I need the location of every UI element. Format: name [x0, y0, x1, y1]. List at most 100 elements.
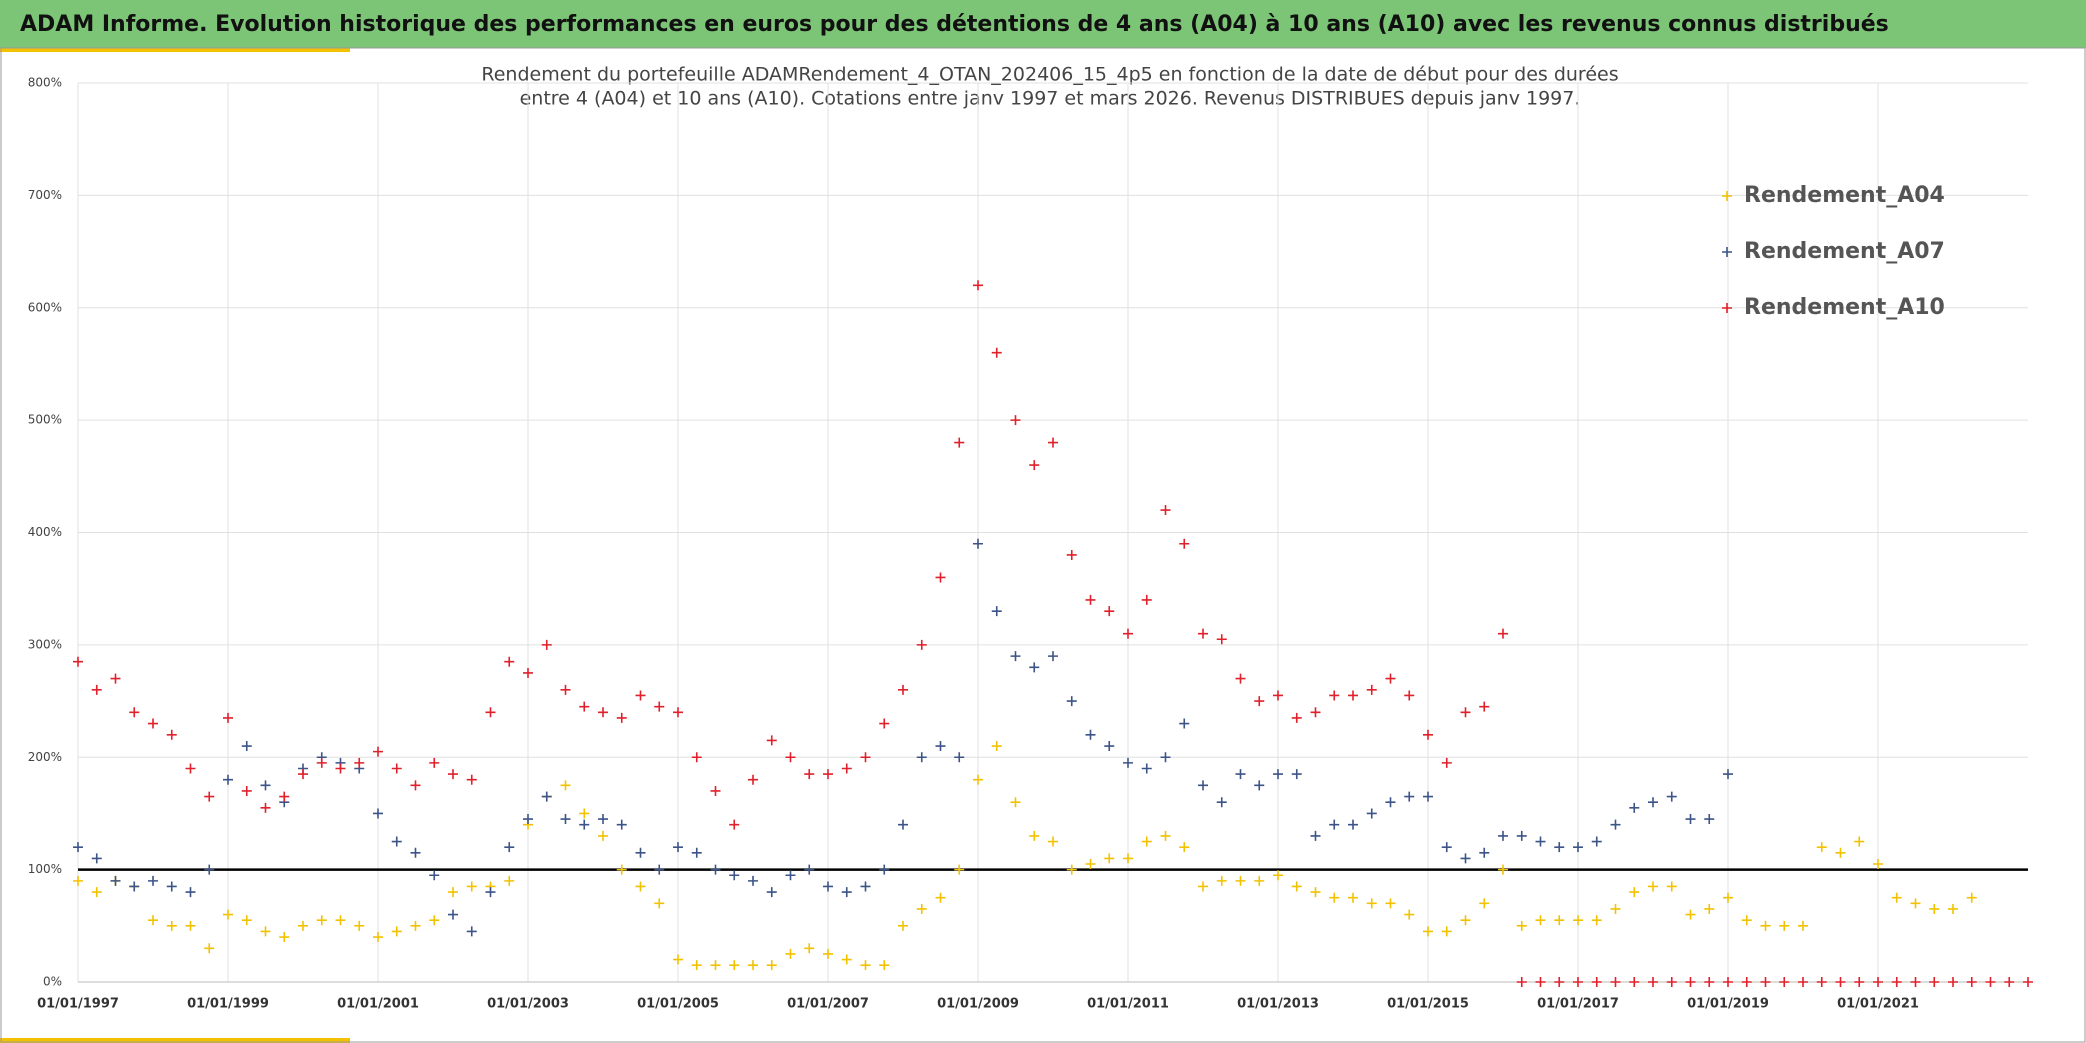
marker: [1198, 780, 1208, 791]
x-tick-label: 01/01/2013: [1237, 997, 1319, 1012]
marker: [729, 960, 740, 971]
marker: [860, 881, 871, 892]
marker: [373, 932, 383, 943]
marker: [673, 842, 683, 853]
marker: [1685, 814, 1696, 825]
marker: [898, 684, 908, 695]
x-tick-label: 01/01/2001: [337, 997, 419, 1012]
marker: [1835, 977, 1846, 987]
marker: [991, 606, 1002, 617]
y-tick-label: 800%: [28, 76, 62, 90]
marker: [391, 763, 402, 774]
marker: [635, 847, 646, 858]
marker: [729, 819, 740, 830]
marker: [1423, 791, 1433, 802]
marker: [1029, 460, 1040, 471]
marker: [1741, 915, 1752, 926]
marker: [504, 842, 515, 853]
marker: [298, 769, 308, 780]
y-tick-label: 700%: [28, 188, 62, 202]
marker: [1273, 769, 1283, 780]
marker: [898, 819, 908, 830]
marker: [1516, 977, 1527, 987]
marker: [1591, 915, 1602, 926]
marker: [2004, 977, 2015, 987]
marker: [1573, 842, 1583, 853]
marker: [410, 780, 421, 791]
marker: [185, 763, 196, 774]
marker: [1948, 977, 1958, 987]
marker: [1366, 898, 1377, 909]
marker: [673, 954, 683, 965]
marker: [1648, 977, 1658, 987]
marker: [916, 903, 927, 914]
marker: [373, 746, 383, 757]
marker: [354, 757, 365, 768]
marker: [1329, 690, 1340, 701]
marker: [1479, 898, 1490, 909]
marker: [785, 752, 796, 763]
marker: [1160, 752, 1171, 763]
marker: [1273, 870, 1283, 881]
y-tick-label: 300%: [28, 637, 62, 651]
marker: [823, 769, 833, 780]
marker: [1535, 977, 1546, 987]
marker: [241, 915, 252, 926]
marker: [466, 774, 477, 785]
x-tick-label: 01/01/1999: [187, 997, 269, 1012]
marker: [260, 780, 271, 791]
marker: [1329, 819, 1340, 830]
marker: [841, 887, 852, 898]
marker: [1966, 892, 1977, 903]
marker: [1291, 769, 1302, 780]
marker: [1573, 915, 1583, 926]
marker: [1235, 673, 1246, 684]
marker: [1854, 836, 1865, 847]
marker: [148, 915, 158, 926]
marker: [1723, 977, 1733, 987]
marker: [860, 752, 871, 763]
marker: [391, 926, 402, 937]
marker: [485, 887, 496, 898]
y-tick-label: 100%: [28, 862, 62, 876]
marker: [260, 802, 271, 813]
marker: [1723, 892, 1733, 903]
marker: [935, 741, 946, 752]
marker: [616, 712, 627, 723]
marker: [1310, 887, 1321, 898]
marker: [1798, 977, 1808, 987]
marker: [673, 707, 683, 718]
marker: [1479, 701, 1490, 712]
marker: [1441, 926, 1452, 937]
marker: [185, 920, 196, 931]
marker: [1010, 651, 1021, 662]
marker: [1235, 875, 1246, 886]
marker: [316, 915, 327, 926]
x-tick-label: 01/01/2009: [937, 997, 1019, 1012]
marker: [429, 757, 440, 768]
marker: [1891, 892, 1902, 903]
marker: [1816, 842, 1827, 853]
accent-bar: [0, 48, 350, 52]
marker: [1085, 729, 1096, 740]
header-bar: [0, 0, 2086, 48]
marker: [1048, 651, 1058, 662]
marker: [110, 875, 121, 886]
marker: [1479, 847, 1490, 858]
marker: [1610, 977, 1621, 987]
marker: [73, 875, 83, 886]
marker: [335, 915, 346, 926]
marker: [1010, 797, 1021, 808]
marker: [2023, 977, 2033, 987]
marker: [616, 864, 627, 875]
marker: [785, 948, 796, 959]
marker: [1929, 977, 1940, 987]
x-tick-label: 01/01/2015: [1387, 997, 1469, 1012]
marker: [504, 656, 515, 667]
marker: [1123, 628, 1133, 639]
marker: [1535, 836, 1546, 847]
marker: [166, 729, 177, 740]
marker: [541, 791, 552, 802]
marker: [1460, 853, 1471, 864]
marker: [391, 836, 402, 847]
